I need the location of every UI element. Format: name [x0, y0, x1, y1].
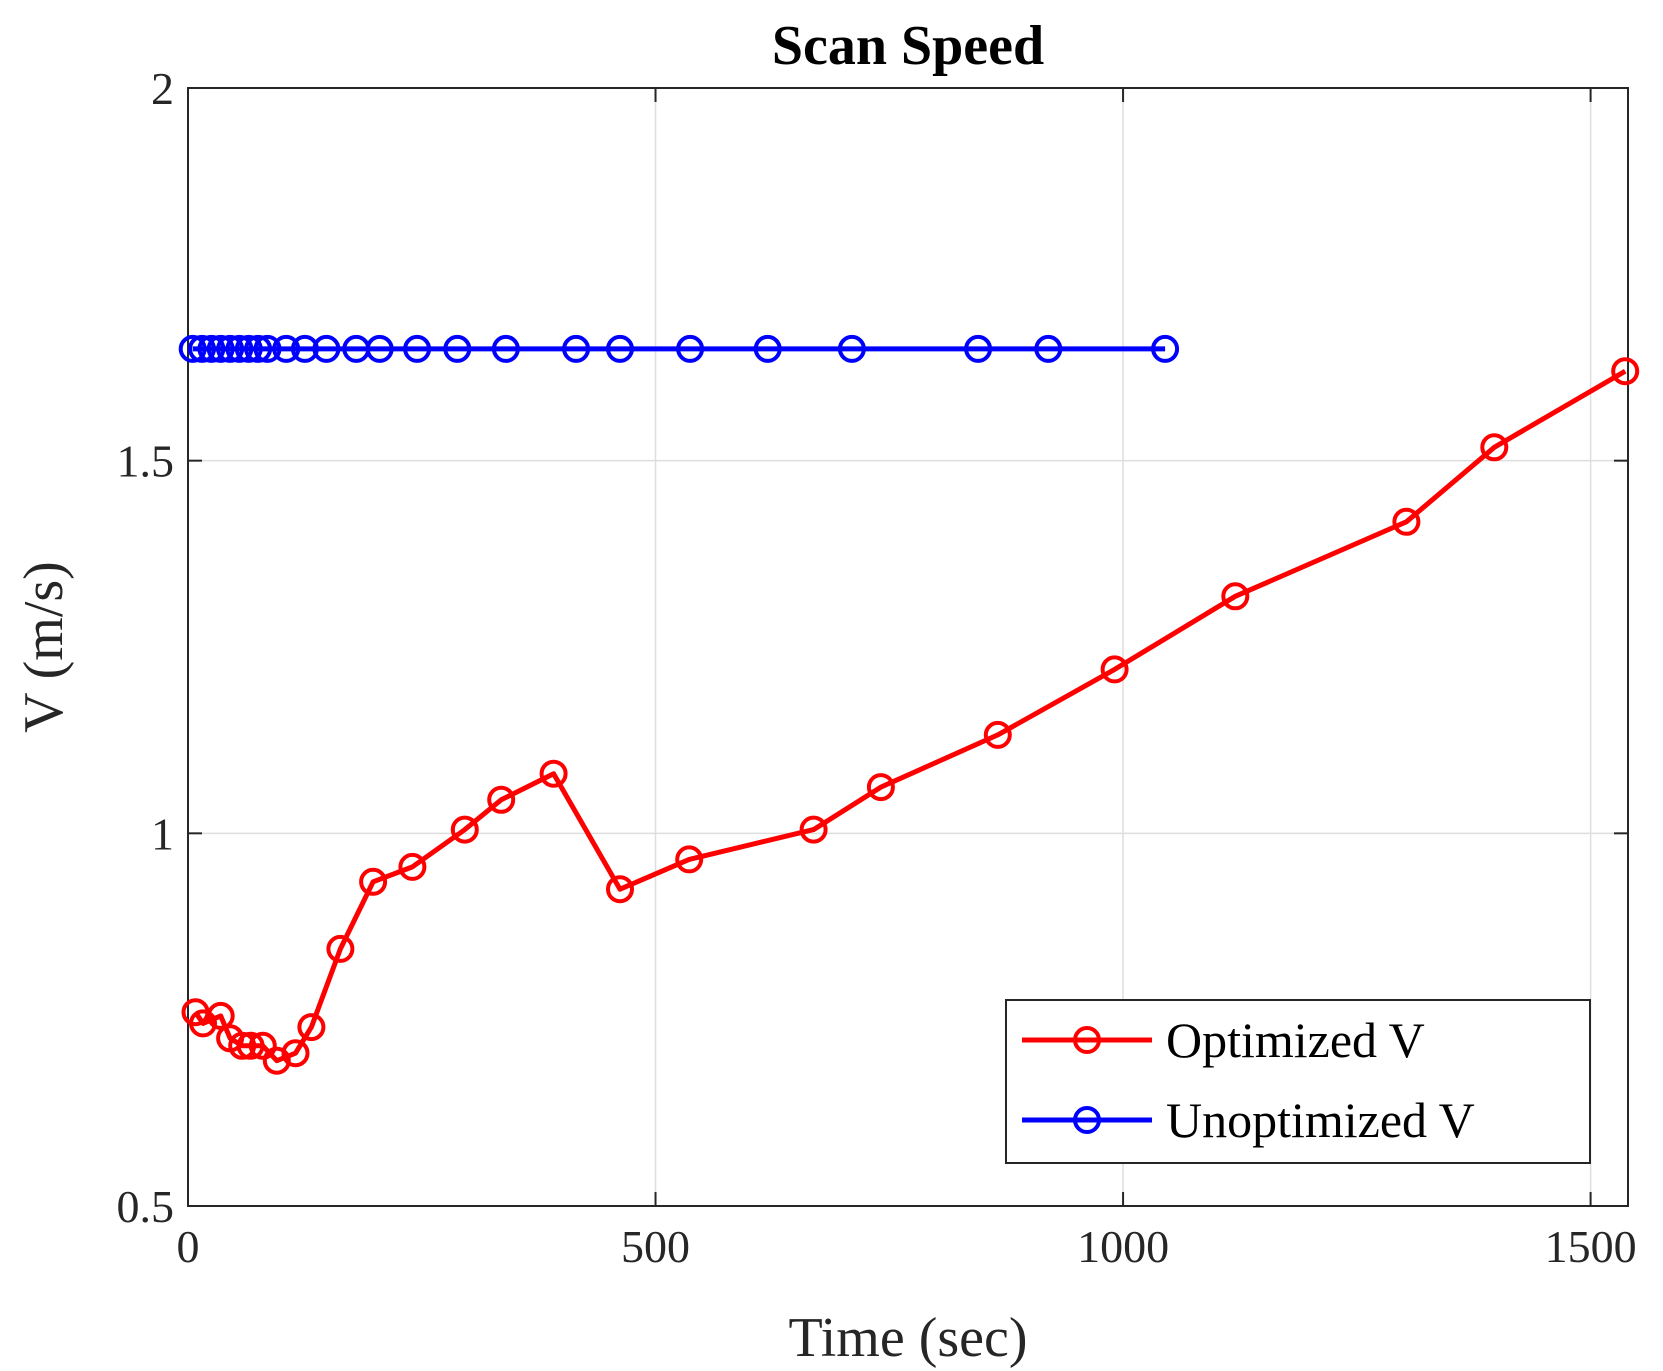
data-point-unoptimized-v: [206, 334, 235, 363]
data-point-optimized-v: [326, 934, 355, 963]
data-point-optimized-v: [539, 759, 568, 788]
data-point-unoptimized-v: [365, 334, 394, 363]
data-point-optimized-v: [1611, 357, 1640, 386]
data-point-optimized-v: [248, 1031, 277, 1060]
y-tick-label: 1: [151, 808, 174, 859]
data-point-unoptimized-v: [272, 334, 301, 363]
series-optimized-v: [181, 357, 1640, 1075]
legend-marker-optimized: [1073, 1026, 1101, 1054]
data-series: [178, 334, 1640, 1075]
y-tick-label: 1.5: [117, 436, 175, 487]
data-point-unoptimized-v: [312, 334, 341, 363]
data-point-unoptimized-v: [753, 334, 782, 363]
x-tick-label: 500: [621, 1221, 690, 1272]
data-point-optimized-v: [1100, 655, 1129, 684]
y-tick-label: 0.5: [117, 1181, 175, 1232]
x-axis-label: Time (sec): [788, 1307, 1027, 1369]
series-line-optimized-v: [193, 369, 1627, 1064]
data-point-unoptimized-v: [676, 334, 705, 363]
data-point-unoptimized-v: [225, 334, 254, 363]
data-point-optimized-v: [799, 815, 828, 844]
data-point-unoptimized-v: [216, 334, 245, 363]
data-point-unoptimized-v: [403, 334, 432, 363]
data-point-optimized-v: [450, 815, 479, 844]
legend-box: [1005, 999, 1591, 1164]
data-point-unoptimized-v: [1151, 334, 1180, 363]
data-point-optimized-v: [206, 1001, 235, 1030]
data-point-optimized-v: [1392, 507, 1421, 536]
series-unoptimized-v: [178, 334, 1180, 363]
data-point-optimized-v: [236, 1031, 265, 1060]
chart-title: Scan Speed: [772, 15, 1044, 77]
y-tick-label: 2: [151, 63, 174, 114]
legend: Optimized V Unoptimized V: [1005, 999, 1591, 1164]
data-point-unoptimized-v: [234, 334, 263, 363]
data-point-optimized-v: [189, 1009, 217, 1038]
data-point-optimized-v: [675, 845, 704, 874]
data-point-optimized-v: [297, 1013, 326, 1042]
y-axis-label: V (m/s): [13, 561, 75, 733]
data-point-unoptimized-v: [443, 334, 472, 363]
data-point-optimized-v: [1221, 582, 1250, 611]
data-point-unoptimized-v: [491, 334, 520, 363]
data-point-optimized-v: [983, 720, 1012, 749]
data-point-optimized-v: [1480, 433, 1509, 462]
data-point-unoptimized-v: [178, 334, 207, 363]
data-point-unoptimized-v: [188, 334, 216, 363]
data-point-optimized-v: [398, 852, 427, 881]
data-point-unoptimized-v: [837, 334, 866, 363]
legend-label-unoptimized: Unoptimized V: [1166, 1092, 1475, 1148]
data-point-optimized-v: [866, 773, 895, 802]
x-tick-label: 0: [177, 1221, 200, 1272]
legend-marker-unoptimized: [1073, 1106, 1101, 1134]
data-point-unoptimized-v: [197, 334, 226, 363]
data-point-unoptimized-v: [244, 334, 273, 363]
data-point-unoptimized-v: [253, 334, 282, 363]
data-point-optimized-v: [606, 875, 634, 904]
data-point-unoptimized-v: [290, 334, 319, 363]
plot-area-frame: [187, 87, 1629, 1207]
data-point-unoptimized-v: [562, 334, 591, 363]
data-point-optimized-v: [281, 1039, 310, 1068]
data-point-unoptimized-v: [964, 334, 993, 363]
data-point-unoptimized-v: [606, 334, 634, 363]
data-point-optimized-v: [487, 785, 516, 814]
legend-label-optimized: Optimized V: [1166, 1012, 1425, 1068]
axis-ticks: 0 500 1000 1500 0.5 1 1.5 2: [117, 63, 1637, 1272]
data-point-unoptimized-v: [1034, 334, 1063, 363]
data-point-optimized-v: [359, 867, 388, 896]
data-point-optimized-v: [228, 1031, 257, 1060]
x-tick-label: 1000: [1077, 1221, 1169, 1272]
x-tick-label: 1500: [1545, 1221, 1637, 1272]
